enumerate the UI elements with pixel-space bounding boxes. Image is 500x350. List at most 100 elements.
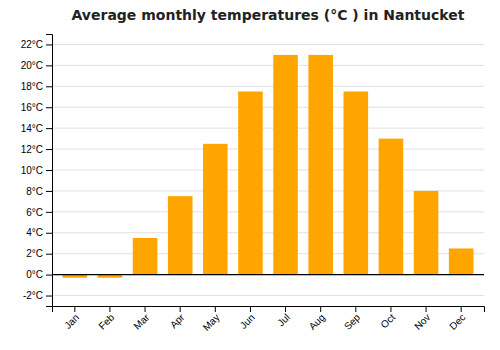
x-tick-label: Oct [379, 312, 398, 331]
zero-line [52, 274, 484, 275]
x-tick: Jun [238, 306, 257, 331]
y-tick-mark [46, 296, 52, 297]
x-tick-label: Jan [62, 312, 81, 331]
y-tick-label: 20°C [21, 60, 43, 71]
y-tick: 14°C [21, 123, 52, 134]
x-tick: Aug [307, 306, 327, 332]
y-tick-label: 2°C [26, 248, 43, 259]
bars [63, 55, 474, 278]
x-tick-mark [215, 306, 216, 312]
x-tick: Apr [168, 306, 187, 330]
y-tick-label: 10°C [21, 165, 43, 176]
x-tick-mark [180, 306, 181, 312]
y-tick-mark [46, 65, 52, 66]
y-tick-label: 14°C [21, 123, 43, 134]
x-tick-mark [461, 306, 462, 312]
y-tick: 8°C [26, 186, 52, 197]
y-tick-mark [46, 170, 52, 171]
y-tick: 22°C [21, 39, 52, 50]
y-axis-line [46, 35, 53, 307]
grid-line [52, 149, 484, 150]
y-tick-label: 4°C [26, 227, 43, 238]
y-tick: 12°C [21, 144, 52, 155]
x-tick-label: Dec [447, 312, 467, 332]
y-tick-mark [46, 44, 52, 45]
x-tick: Nov [412, 306, 432, 332]
y-tick-mark [46, 212, 52, 213]
y-tick-mark [46, 149, 52, 150]
x-tick: Jul [275, 306, 292, 328]
y-tick-label: 18°C [21, 81, 43, 92]
x-tick-label: Mar [131, 311, 151, 331]
y-axis: -2°C 0°C 2°C 4°C 6°C 8°C 10°C 12°C 14°C 16°C 18°C 2… [21, 35, 53, 307]
bar [273, 55, 298, 275]
x-tick-label: Nov [412, 312, 432, 332]
y-tick-label: 6°C [26, 207, 43, 218]
x-axis-line [53, 307, 485, 313]
y-tick: 20°C [21, 60, 52, 71]
x-tick-mark [145, 306, 146, 312]
bar [414, 191, 439, 275]
bar [308, 55, 333, 275]
y-tick: 10°C [21, 165, 52, 176]
title: Average monthly temperatures (°C ) in Na… [72, 7, 465, 23]
x-tick: Feb [96, 306, 116, 332]
y-tick-mark [46, 233, 52, 234]
y-tick-mark [46, 254, 52, 255]
x-tick: May [201, 306, 222, 333]
bar [168, 196, 193, 274]
bar [133, 238, 158, 275]
bar [238, 92, 263, 275]
x-tick: Dec [447, 306, 467, 332]
x-tick-label: Aug [307, 312, 327, 332]
x-tick-label: Jul [275, 312, 292, 329]
grid-line [52, 170, 484, 171]
grid-line [52, 86, 484, 87]
plot: -2°C 0°C 2°C 4°C 6°C 8°C 10°C 12°C 14°C 16°C 18°C 2… [21, 35, 485, 333]
y-tick-mark [46, 86, 52, 87]
grid-line [52, 274, 484, 275]
y-tick-label: 8°C [26, 186, 43, 197]
x-tick-mark [320, 306, 321, 312]
x-tick: Oct [379, 306, 398, 330]
grid-line [52, 107, 484, 108]
y-tick-label: 22°C [21, 39, 43, 50]
y-tick: 16°C [21, 102, 52, 113]
x-tick: Jan [62, 306, 81, 331]
x-axis: Jan Feb Mar Apr May Jun Jul Aug Sep Oct Nov Dec [53, 306, 485, 333]
bar [203, 144, 228, 275]
x-tick-mark [109, 306, 110, 312]
chart: -2°C 0°C 2°C 4°C 6°C 8°C 10°C 12°C 14°C 16°C 18°C 2… [0, 0, 500, 350]
y-tick-mark [46, 128, 52, 129]
x-tick-label: Feb [96, 311, 116, 331]
y-tick: 0°C [26, 269, 52, 280]
y-tick-mark [46, 107, 52, 108]
y-tick-mark [46, 191, 52, 192]
y-tick: 18°C [21, 81, 52, 92]
y-tick-label: 16°C [21, 102, 43, 113]
grid-line [52, 65, 484, 66]
grid-line [52, 44, 484, 45]
x-tick-mark [74, 306, 75, 312]
y-tick-label: 0°C [26, 269, 43, 280]
bar [449, 248, 474, 274]
y-tick-label: -2°C [23, 290, 43, 301]
x-tick-label: May [201, 312, 222, 333]
y-tick: 2°C [26, 248, 52, 259]
x-tick-mark [355, 306, 356, 312]
y-tick-label: 12°C [21, 144, 43, 155]
x-tick-label: Sep [342, 311, 363, 332]
x-tick-mark [250, 306, 251, 312]
x-tick-mark [390, 306, 391, 312]
x-tick-label: Apr [168, 311, 187, 330]
y-tick-mark [46, 275, 52, 276]
grid-line [52, 128, 484, 129]
x-tick-mark [426, 306, 427, 312]
bar [344, 92, 369, 275]
y-tick: 4°C [26, 227, 52, 238]
x-tick-label: Jun [238, 312, 257, 331]
y-tick: 6°C [26, 207, 52, 218]
x-tick: Sep [342, 306, 363, 332]
bar [379, 139, 404, 275]
x-tick: Mar [131, 306, 151, 332]
